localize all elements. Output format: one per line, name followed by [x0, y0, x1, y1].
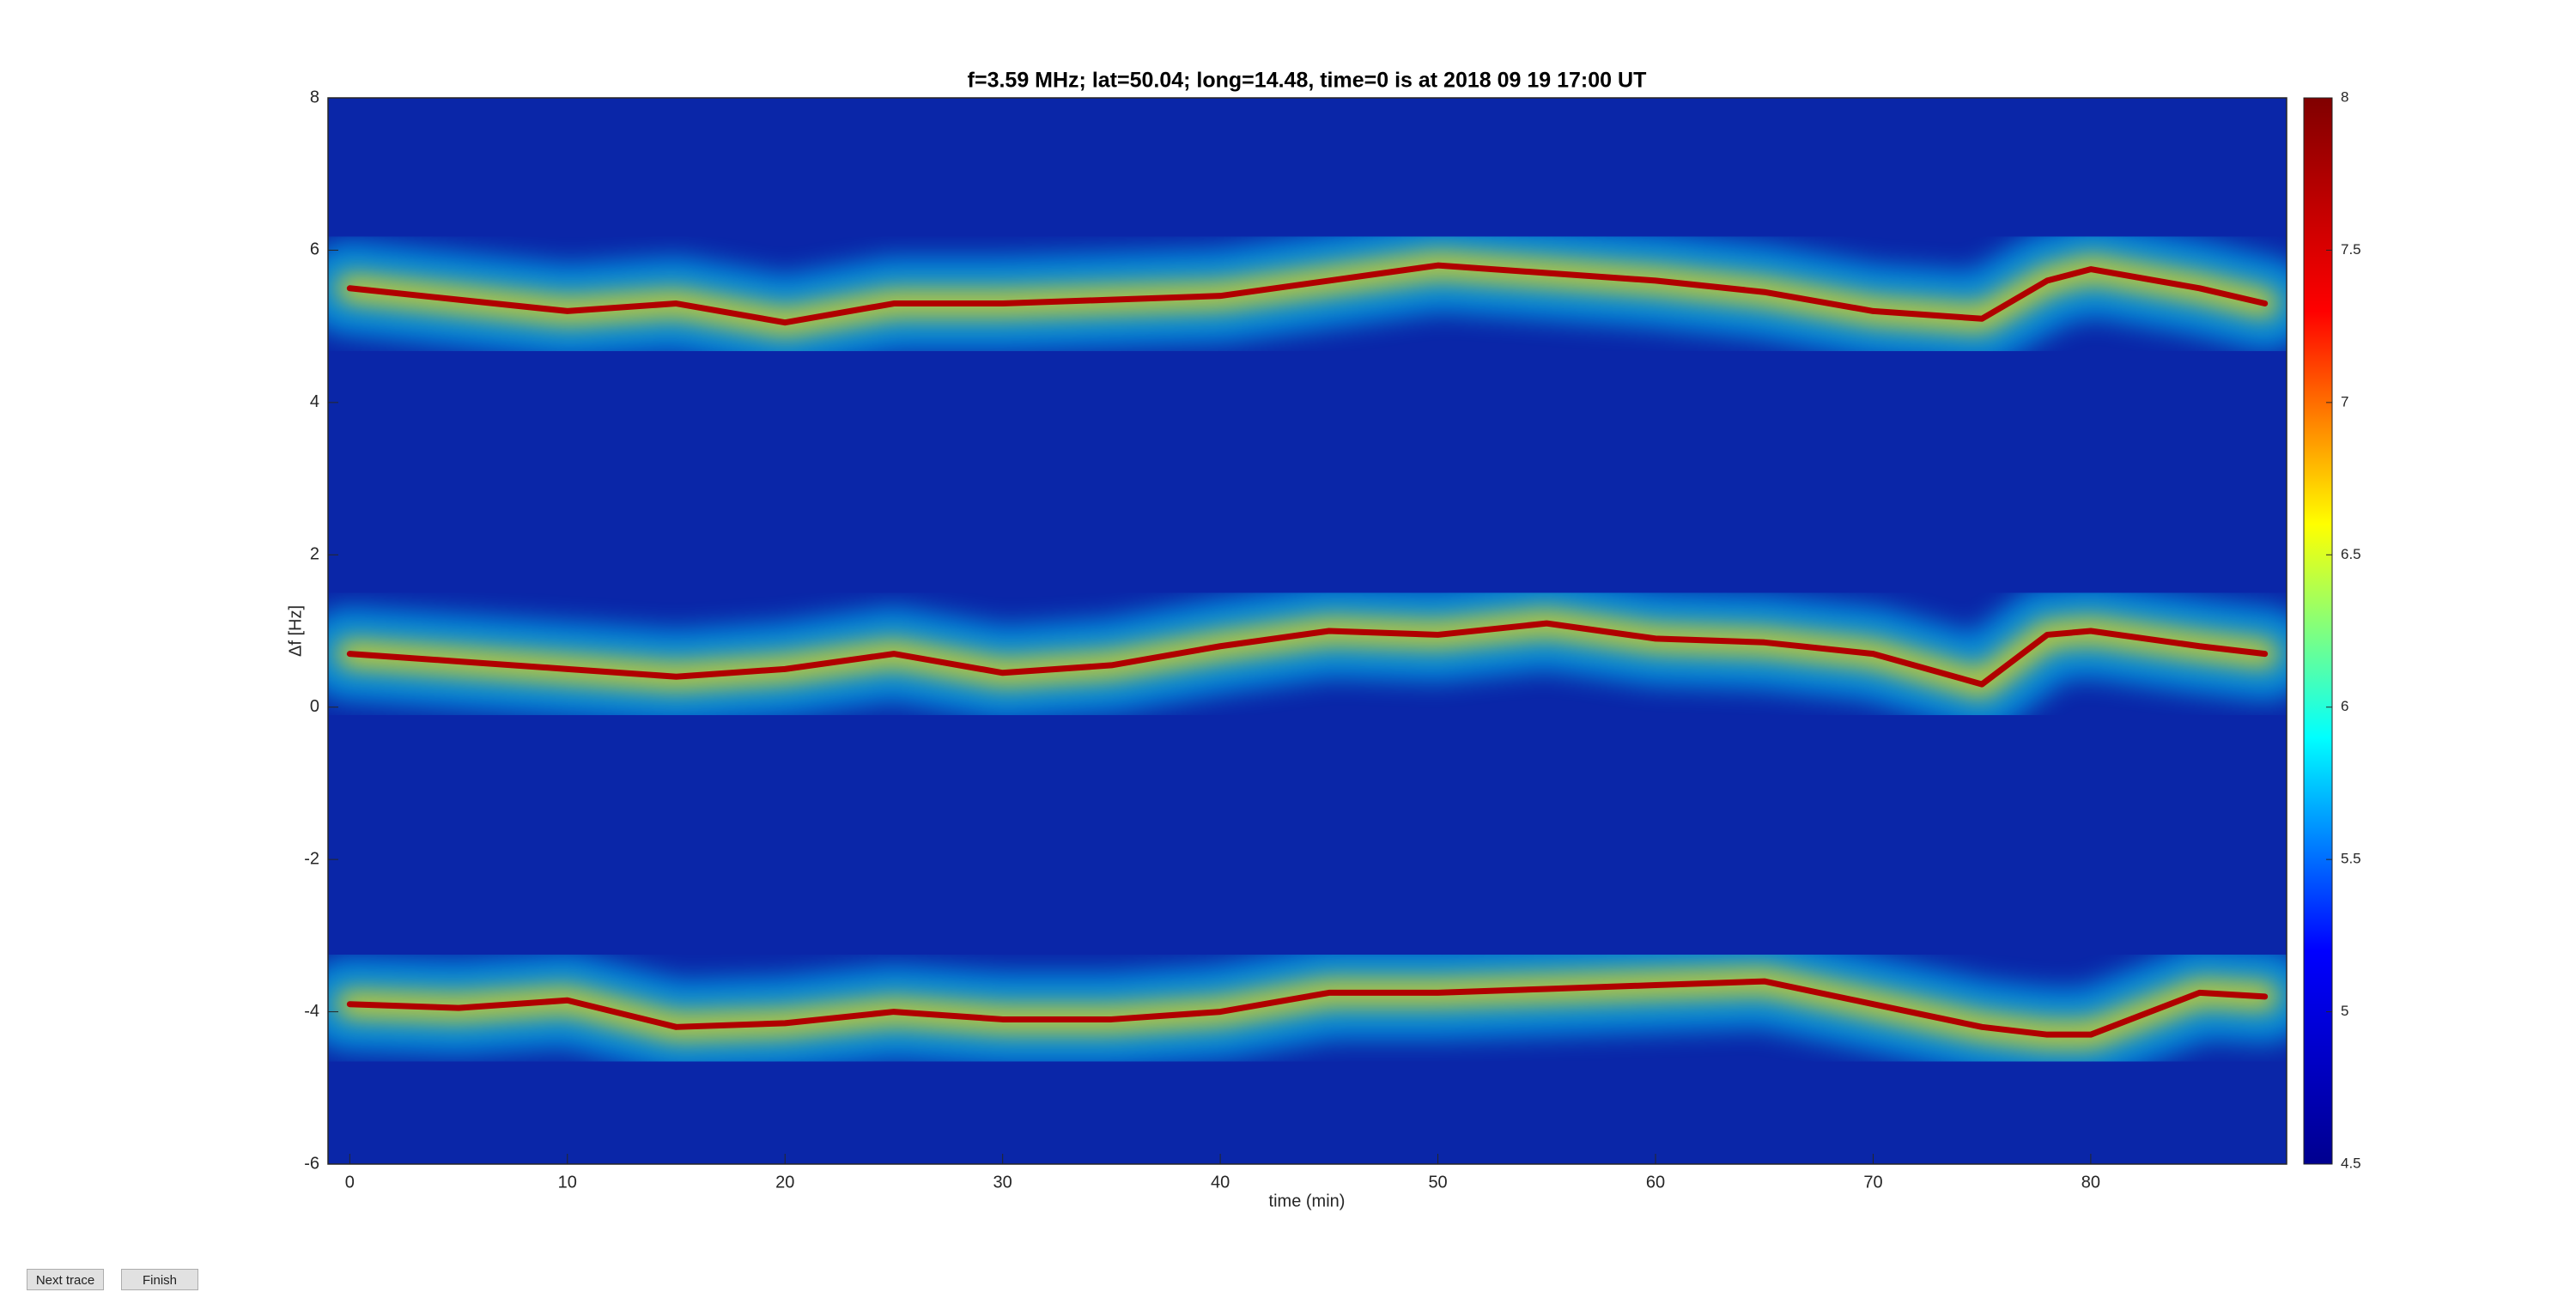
x-tick-label: 10 [558, 1173, 577, 1192]
chart-title: f=3.59 MHz; lat=50.04; long=14.48, time=… [968, 69, 1647, 93]
finish-button[interactable]: Finish [121, 1269, 198, 1290]
colorbar-tick-label: 4.5 [2341, 1155, 2361, 1171]
colorbar-tick-label: 8 [2341, 88, 2348, 105]
colorbar-tick-label: 5.5 [2341, 851, 2361, 867]
x-tick-label: 60 [1646, 1173, 1665, 1192]
colorbar-tick-label: 6.5 [2341, 546, 2361, 562]
figure: f=3.59 MHz; lat=50.04; long=14.48, time=… [286, 69, 2361, 1211]
x-tick-label: 40 [1211, 1173, 1230, 1192]
x-tick-label: 80 [2081, 1173, 2100, 1192]
y-tick-label: -4 [304, 1002, 319, 1021]
y-tick-label: 0 [310, 697, 319, 716]
colorbar-tick-label: 7 [2341, 393, 2348, 409]
y-tick-label: 8 [310, 88, 319, 106]
trace-line [346, 620, 2269, 688]
y-tick-label: -6 [304, 1154, 319, 1173]
x-tick-label: 50 [1428, 1173, 1447, 1192]
x-tick-label: 0 [345, 1173, 355, 1192]
y-tick-label: 6 [310, 240, 319, 259]
x-axis-label: time (min) [1269, 1192, 1346, 1210]
plot-frame [327, 97, 2287, 1165]
next-trace-button[interactable]: Next trace [27, 1269, 104, 1290]
x-tick-label: 30 [993, 1173, 1012, 1192]
y-axis-label: Δf [Hz] [286, 605, 305, 657]
trace-line [346, 978, 2269, 1038]
x-tick-label: 20 [775, 1173, 794, 1192]
y-tick-label: -2 [304, 849, 319, 868]
x-tick-label: 70 [1863, 1173, 1882, 1192]
colorbar-tick-label: 7.5 [2341, 241, 2361, 258]
colorbar-tick-label: 5 [2341, 1003, 2348, 1019]
colorbar [2303, 97, 2333, 1165]
colorbar-tick-label: 6 [2341, 698, 2348, 714]
y-tick-label: 4 [310, 392, 319, 411]
trace-line [346, 262, 2269, 326]
y-tick-label: 2 [310, 545, 319, 564]
